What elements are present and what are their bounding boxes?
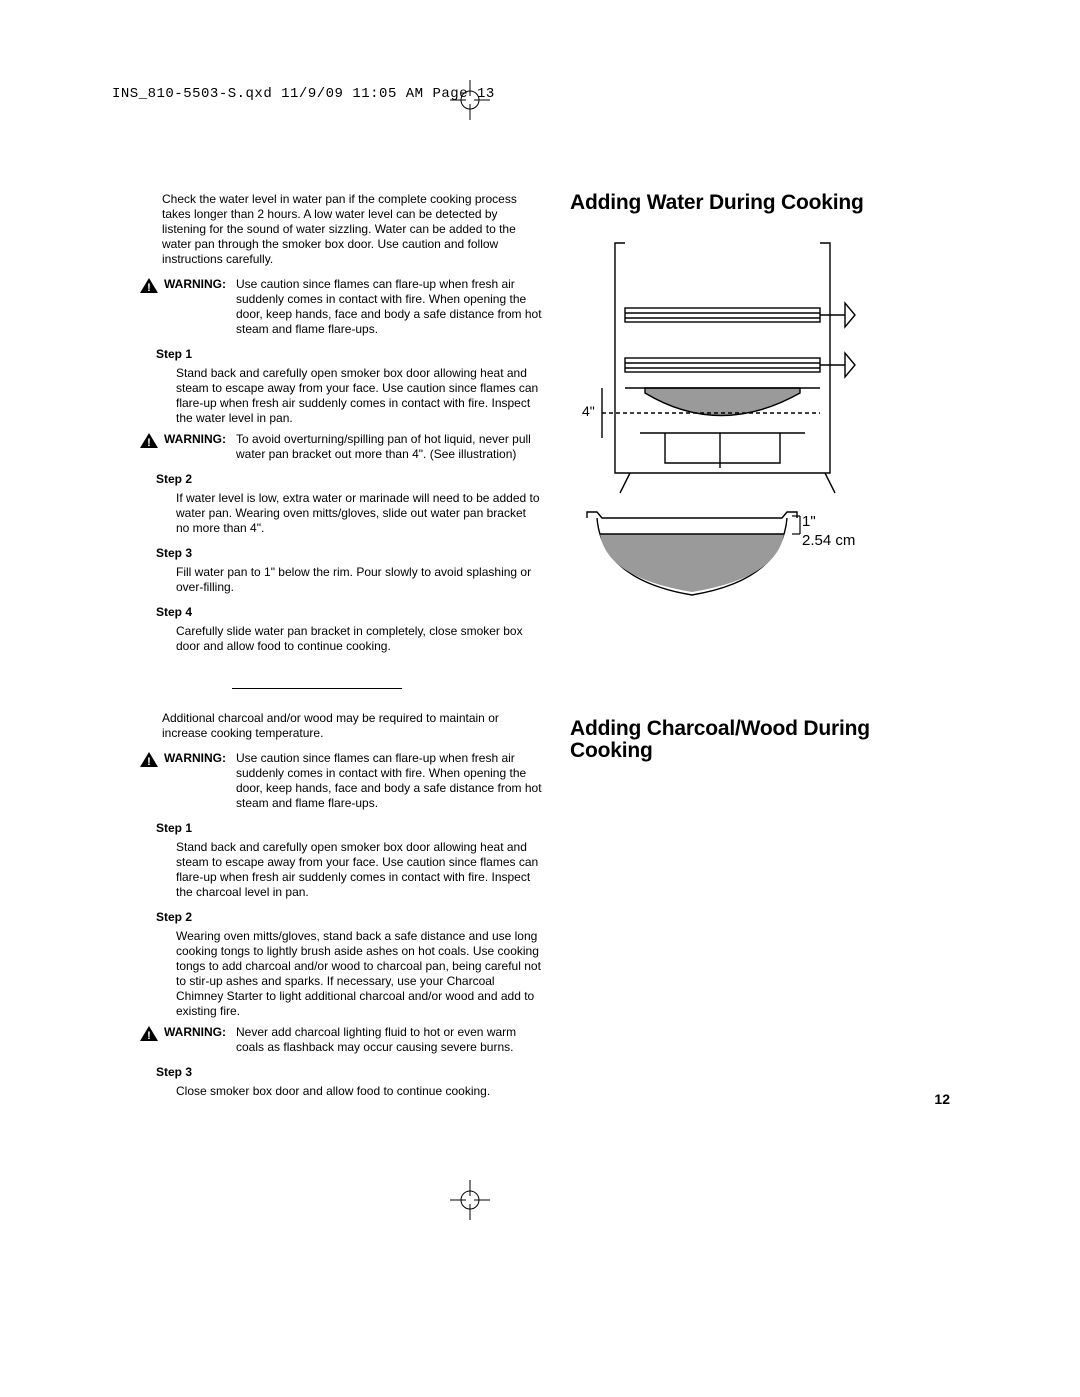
warning-block: ! WARNING: Never add charcoal lighting f… [140, 1025, 542, 1055]
print-header: INS_810-5503-S.qxd 11/9/09 11:05 AM Page… [112, 86, 495, 102]
svg-text:!: ! [147, 756, 151, 767]
step-text: Carefully slide water pan bracket in com… [162, 624, 542, 654]
section2-heading: Adding Charcoal/Wood During Cooking [570, 718, 900, 762]
step-text: Close smoker box door and allow food to … [162, 1084, 542, 1099]
step-label: Step 2 [156, 472, 542, 487]
step-text: Fill water pan to 1" below the rim. Pour… [162, 565, 542, 595]
step-text: Stand back and carefully open smoker box… [162, 366, 542, 426]
warning-icon: ! [140, 433, 158, 448]
step-text: If water level is low, extra water or ma… [162, 491, 542, 536]
section1-heading: Adding Water During Cooking [570, 192, 900, 214]
warning-label: WARNING: [164, 1025, 230, 1040]
crop-mark-icon [450, 80, 490, 120]
diagram-area: 4" 1" 2.54 [570, 238, 880, 648]
step-label: Step 3 [156, 546, 542, 561]
dimension-cm: 2.54 cm [802, 532, 855, 549]
smoker-diagram [570, 238, 870, 498]
warning-label: WARNING: [164, 432, 230, 447]
warning-label: WARNING: [164, 751, 230, 766]
warning-text: Use caution since flames can flare-up wh… [236, 751, 542, 811]
pan-diagram [582, 510, 802, 600]
crop-mark-icon [450, 1180, 490, 1220]
step-label: Step 1 [156, 821, 542, 836]
warning-icon: ! [140, 752, 158, 767]
warning-block: ! WARNING: Use caution since flames can … [140, 751, 542, 811]
left-column: Check the water level in water pan if th… [162, 192, 542, 1105]
step-label: Step 3 [156, 1065, 542, 1080]
page-number: 12 [934, 1091, 950, 1107]
warning-text: To avoid overturning/spilling pan of hot… [236, 432, 542, 462]
step-label: Step 2 [156, 910, 542, 925]
right-column: Adding Water During Cooking [570, 192, 900, 1105]
svg-text:!: ! [147, 282, 151, 293]
svg-text:!: ! [147, 437, 151, 448]
warning-block: ! WARNING: Use caution since flames can … [140, 277, 542, 337]
warning-block: ! WARNING: To avoid overturning/spilling… [140, 432, 542, 462]
step-label: Step 4 [156, 605, 542, 620]
dimension-1in: 1" [802, 513, 816, 530]
step-label: Step 1 [156, 347, 542, 362]
step-text: Wearing oven mitts/gloves, stand back a … [162, 929, 542, 1019]
section-divider [232, 688, 402, 689]
warning-icon: ! [140, 1026, 158, 1041]
step-text: Stand back and carefully open smoker box… [162, 840, 542, 900]
section2-intro: Additional charcoal and/or wood may be r… [162, 711, 542, 741]
section1-intro: Check the water level in water pan if th… [162, 192, 542, 267]
svg-text:!: ! [147, 1030, 151, 1041]
warning-label: WARNING: [164, 277, 230, 292]
warning-icon: ! [140, 278, 158, 293]
warning-text: Use caution since flames can flare-up wh… [236, 277, 542, 337]
warning-text: Never add charcoal lighting fluid to hot… [236, 1025, 542, 1055]
dimension-4in: 4" [582, 403, 595, 419]
